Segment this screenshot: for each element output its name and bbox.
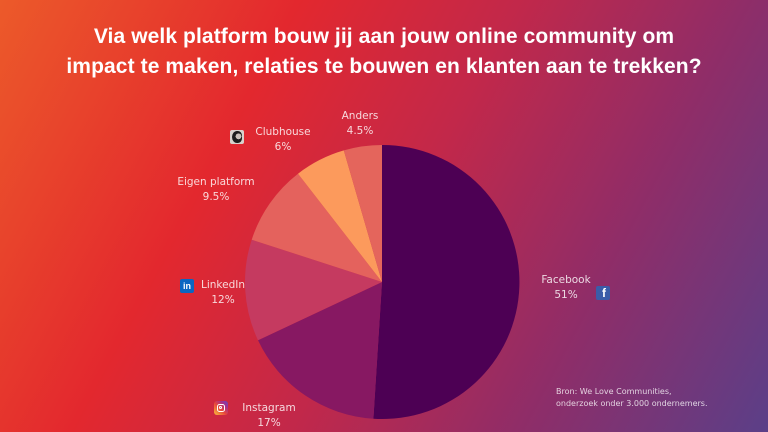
clubhouse-icon xyxy=(230,130,244,144)
chart-title: Via welk platform bouw jij aan jouw onli… xyxy=(0,22,768,82)
label-linkedin-value: 12% xyxy=(211,294,235,306)
chart-title-line-2: impact te maken, relaties te bouwen en k… xyxy=(66,55,702,78)
label-eigen-platform-value: 9.5% xyxy=(202,191,230,203)
chart-title-line-1: Via welk platform bouw jij aan jouw onli… xyxy=(93,25,675,48)
slice-anders xyxy=(343,144,382,282)
facebook-icon: f xyxy=(596,286,610,300)
label-facebook-name: Facebook xyxy=(541,274,591,286)
slice-instagram xyxy=(258,282,382,419)
label-eigen-platform-name: Eigen platform xyxy=(177,176,255,188)
label-clubhouse: Clubhouse 6% xyxy=(252,125,314,155)
label-instagram: Instagram 17% xyxy=(238,401,300,431)
slice-facebook xyxy=(373,144,520,419)
label-anders-value: 4.5% xyxy=(346,125,374,137)
label-clubhouse-name: Clubhouse xyxy=(255,126,311,138)
label-facebook: Facebook 51% xyxy=(536,273,596,303)
clubhouse-face-icon xyxy=(232,131,242,143)
label-clubhouse-value: 6% xyxy=(274,141,292,153)
linkedin-glyph: in xyxy=(183,281,191,291)
slice-clubhouse xyxy=(298,150,382,282)
source-line-1: Bron: We Love Communities, xyxy=(556,387,672,396)
label-anders-name: Anders xyxy=(341,110,379,122)
slice-linkedin xyxy=(244,239,382,341)
source-note: Bron: We Love Communities, onderzoek ond… xyxy=(556,386,708,410)
slice-eigen-platform xyxy=(251,173,382,282)
facebook-glyph: f xyxy=(602,286,606,300)
linkedin-icon: in xyxy=(180,279,194,293)
label-linkedin-name: LinkedIn xyxy=(200,279,245,291)
label-instagram-value: 17% xyxy=(257,417,281,429)
label-eigen-platform: Eigen platform 9.5% xyxy=(172,175,260,205)
instagram-icon xyxy=(214,401,228,415)
label-facebook-value: 51% xyxy=(554,289,578,301)
label-instagram-name: Instagram xyxy=(242,402,296,414)
instagram-camera-icon xyxy=(217,404,225,412)
label-anders: Anders 4.5% xyxy=(336,109,384,139)
source-line-2: onderzoek onder 3.000 ondernemers. xyxy=(556,399,708,408)
label-linkedin: LinkedIn 12% xyxy=(198,278,248,308)
